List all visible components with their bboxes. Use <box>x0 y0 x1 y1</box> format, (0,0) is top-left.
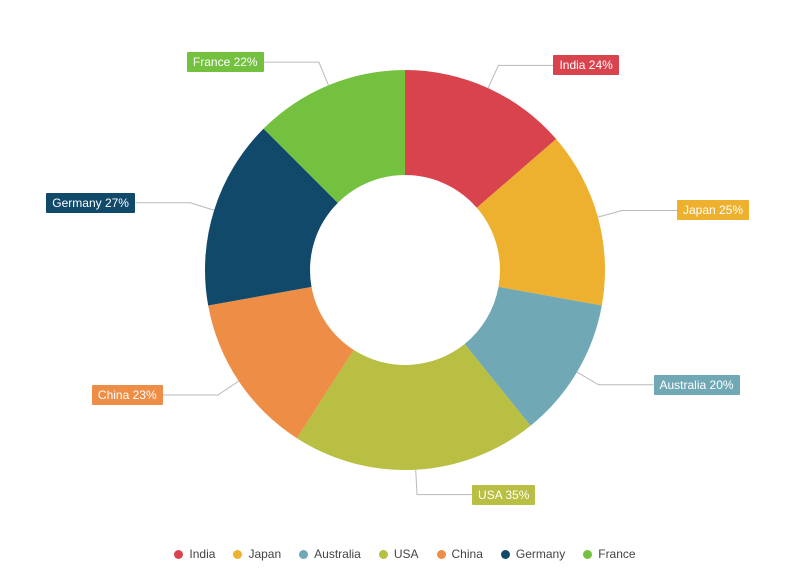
leader-france <box>264 62 329 85</box>
legend-item-france[interactable]: France <box>583 547 635 561</box>
leader-australia <box>577 372 654 385</box>
legend-item-australia[interactable]: Australia <box>299 547 361 561</box>
legend-swatch-icon <box>299 550 308 559</box>
legend-item-japan[interactable]: Japan <box>233 547 281 561</box>
label-france: France 22% <box>187 52 264 72</box>
legend: India Japan Australia USA China Germany France <box>0 547 810 561</box>
legend-label: France <box>598 547 635 561</box>
leader-germany <box>135 203 214 210</box>
legend-label: Japan <box>248 547 281 561</box>
leader-usa <box>416 470 472 495</box>
legend-item-usa[interactable]: USA <box>379 547 419 561</box>
legend-label: China <box>452 547 483 561</box>
label-germany: Germany 27% <box>46 193 135 213</box>
legend-swatch-icon <box>501 550 510 559</box>
legend-swatch-icon <box>583 550 592 559</box>
leader-china <box>163 381 239 395</box>
leader-japan <box>598 210 677 217</box>
legend-label: USA <box>394 547 419 561</box>
label-japan: Japan 25% <box>677 200 749 220</box>
legend-item-germany[interactable]: Germany <box>501 547 565 561</box>
legend-swatch-icon <box>233 550 242 559</box>
donut-chart: India Japan Australia USA China Germany France… <box>0 0 810 571</box>
legend-swatch-icon <box>437 550 446 559</box>
label-australia: Australia 20% <box>654 375 740 395</box>
legend-label: Germany <box>516 547 565 561</box>
donut-svg <box>0 0 810 571</box>
legend-item-china[interactable]: China <box>437 547 483 561</box>
legend-swatch-icon <box>379 550 388 559</box>
legend-item-india[interactable]: India <box>174 547 215 561</box>
legend-swatch-icon <box>174 550 183 559</box>
legend-label: India <box>189 547 215 561</box>
label-china: China 23% <box>92 385 163 405</box>
label-india: India 24% <box>553 55 618 75</box>
leader-india <box>488 65 553 88</box>
legend-label: Australia <box>314 547 361 561</box>
label-usa: USA 35% <box>472 485 535 505</box>
